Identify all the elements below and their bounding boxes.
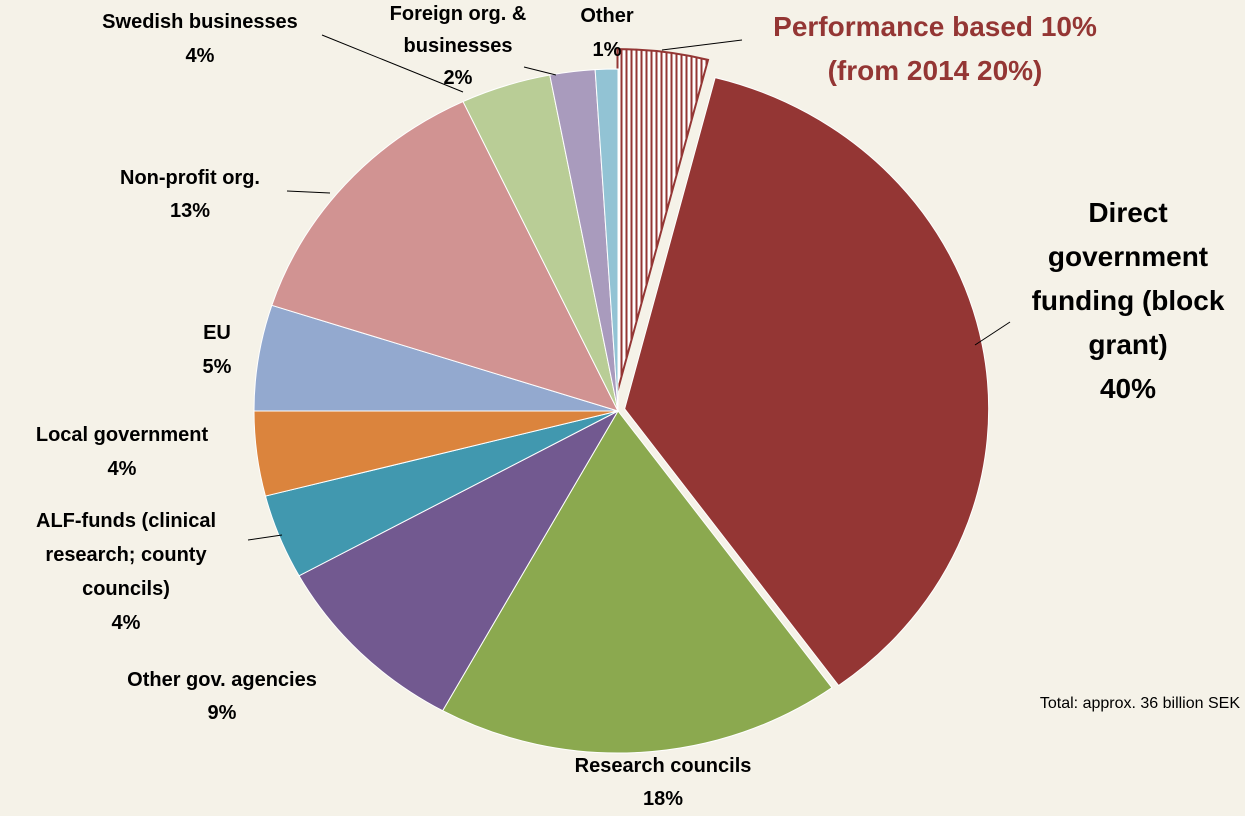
highlight-note: (from 2014 20%): [828, 55, 1043, 86]
slice-value-label: 2%: [444, 67, 473, 89]
label-line: funding (block: [1032, 285, 1225, 316]
label-line: research; county: [45, 544, 207, 566]
slice-label: Research councils: [575, 755, 752, 777]
slice-label: EU: [203, 322, 231, 344]
label-line: grant): [1088, 329, 1167, 360]
leader-line: [661, 39, 743, 51]
leader-line: [286, 190, 331, 194]
slice-label: Other gov. agencies: [127, 669, 317, 691]
space: [1033, 11, 1041, 42]
label-line: Non-profit org.: [120, 167, 260, 189]
label-line: EU: [203, 322, 231, 344]
label-line: Local government: [36, 424, 209, 446]
highlight-label: Performance based 10%: [773, 11, 1097, 42]
pie-slice: [594, 68, 619, 412]
label-line: Research councils: [575, 755, 752, 777]
label-line: Direct: [1088, 197, 1167, 228]
slice-value-label: 13%: [170, 200, 210, 222]
slice-label: Non-profit org.: [120, 167, 260, 189]
highlight-value: 10%: [1041, 11, 1097, 42]
label-line: Other gov. agencies: [127, 669, 317, 691]
leader-line: [247, 534, 283, 541]
slice-label: Other: [580, 5, 634, 27]
total-note: Total: approx. 36 billion SEK: [1040, 695, 1240, 712]
leader-line: [321, 34, 464, 93]
slice-label: Local government: [36, 424, 209, 446]
slice-label: Direct government funding (block grant): [1032, 197, 1225, 360]
highlight-name: Performance based: [773, 11, 1033, 42]
label-line: businesses: [404, 35, 513, 57]
slice-value-label: 1%: [593, 39, 622, 61]
slice-value-label: 40%: [1100, 373, 1156, 404]
slice-value-label: 9%: [208, 702, 237, 724]
pie-slice: [624, 76, 990, 687]
pie-slice: [271, 100, 619, 412]
label-line: Other: [580, 5, 634, 27]
label-line: ALF-funds (clinical: [36, 510, 216, 532]
slice-label: Foreign org. & businesses: [390, 3, 527, 57]
slice-label: ALF-funds (clinical research; county counc…: [36, 510, 216, 600]
pie-slice: [298, 409, 620, 712]
leader-line: [974, 321, 1011, 346]
slice-value-label: 4%: [186, 45, 215, 67]
slice-value-label: 4%: [112, 612, 141, 634]
label-line: councils): [82, 578, 170, 600]
pie-slice: [441, 410, 833, 754]
leader-line: [523, 66, 557, 76]
slice-label: Swedish businesses: [102, 11, 298, 33]
slice-value-label: 18%: [643, 788, 683, 810]
label-line: Swedish businesses: [102, 11, 298, 33]
highlight-slice: [616, 48, 710, 392]
label-line: Foreign org. &: [390, 3, 527, 25]
slice-value-label: 5%: [203, 356, 232, 378]
slice-value-label: 4%: [108, 458, 137, 480]
label-line: government: [1048, 241, 1208, 272]
